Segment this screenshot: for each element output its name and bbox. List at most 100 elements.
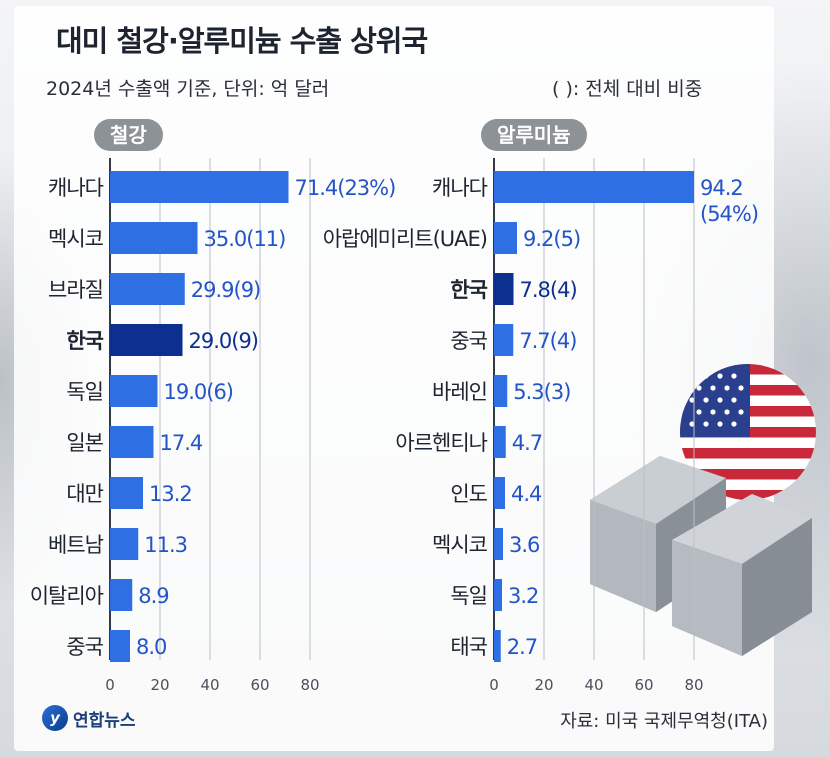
steel-value-label: 17.4 (160, 431, 203, 455)
aluminum-bar (494, 273, 514, 305)
steel-value-label-line: 29.0(9) (189, 329, 259, 353)
steel-tick-label: 20 (150, 676, 169, 694)
aluminum-bar (494, 528, 503, 560)
source-note: 자료: 미국 국제무역청(ITA) (560, 711, 768, 732)
chart-title: 대미 철강·알루미늄 수출 상위국 (56, 24, 428, 58)
aluminum-value-label-line: 7.7(4) (519, 329, 576, 353)
steel-bar (110, 171, 289, 203)
steel-value-label: 8.0 (136, 635, 166, 659)
steel-bar (110, 426, 154, 458)
aluminum-section-label: 알루미늄 (481, 119, 587, 151)
steel-bar (110, 375, 158, 407)
aluminum-value-label: 5.3(3) (513, 380, 570, 404)
steel-value-label-line: 19.0(6) (164, 380, 234, 404)
aluminum-value-label-line: 7.8(4) (520, 278, 577, 302)
steel-bar (110, 222, 198, 254)
aluminum-bar (494, 171, 694, 203)
aluminum-bar (494, 579, 502, 611)
steel-bar (110, 324, 183, 356)
steel-category-label: 이탈리아 (30, 584, 104, 608)
yonhap-logo-mark: y (42, 705, 68, 731)
aluminum-value-label-line: 2.7 (507, 635, 537, 659)
aluminum-bar (494, 222, 517, 254)
aluminum-bar (494, 324, 514, 356)
steel-category-label: 대만 (66, 482, 103, 506)
steel-value-label-line: 8.9 (138, 584, 168, 608)
steel-value-label-line: 35.0(11) (204, 227, 286, 251)
steel-value-label-line: 71.4(23%) (295, 176, 396, 200)
steel-tick-label: 60 (250, 676, 269, 694)
steel-value-label: 11.3 (144, 533, 187, 557)
aluminum-value-label-line: 9.2(5) (523, 227, 580, 251)
steel-value-label-line: 11.3 (144, 533, 187, 557)
aluminum-value-label: 4.7 (512, 431, 542, 455)
aluminum-value-label-line: 4.7 (512, 431, 542, 455)
aluminum-category-label: 인도 (450, 482, 487, 506)
aluminum-category-label: 태국 (450, 635, 487, 659)
steel-value-label: 19.0(6) (164, 380, 234, 404)
steel-category-label: 베트남 (48, 533, 104, 557)
aluminum-tick-label: 40 (584, 676, 603, 694)
aluminum-bar (494, 477, 505, 509)
steel-category-label: 일본 (66, 431, 103, 455)
aluminum-value-label: 7.8(4) (520, 278, 577, 302)
steel-value-label: 8.9 (138, 584, 168, 608)
steel-value-label: 13.2 (149, 482, 192, 506)
aluminum-bar (494, 426, 506, 458)
steel-category-label: 멕시코 (48, 227, 104, 251)
aluminum-category-label: 바레인 (432, 380, 487, 404)
steel-bar (110, 477, 143, 509)
steel-category-label: 한국 (66, 329, 103, 353)
aluminum-category-label: 아랍에미리트(UAE) (323, 227, 487, 251)
aluminum-value-label-line: 3.2 (508, 584, 538, 608)
steel-category-label: 중국 (66, 635, 103, 659)
aluminum-category-label: 캐나다 (432, 176, 488, 200)
aluminum-value-label: 94.2 (54%) (700, 176, 758, 226)
yonhap-logo-text: 연합뉴스 (73, 710, 136, 731)
steel-category-label: 독일 (66, 380, 103, 404)
steel-value-label: 29.9(9) (191, 278, 261, 302)
decoration (590, 364, 816, 656)
steel-category-label: 브라질 (48, 278, 103, 302)
aluminum-value-label-line: 4.4 (511, 482, 542, 506)
aluminum-value-label: 2.7 (507, 635, 537, 659)
steel-section-label: 철강 (94, 119, 163, 151)
steel-bar (110, 273, 185, 305)
steel-bar (110, 630, 130, 662)
steel-category-label: 캐나다 (48, 176, 104, 200)
steel-value-label-line: 8.0 (136, 635, 166, 659)
yonhap-logo: y 연합뉴스 (42, 705, 136, 731)
steel-tick-label: 40 (200, 676, 219, 694)
chart-subtitle: 2024년 수출액 기준, 단위: 억 달러 (46, 78, 330, 100)
aluminum-tick-label: 60 (634, 676, 653, 694)
aluminum-category-label: 멕시코 (432, 533, 488, 557)
steel-bar (110, 528, 139, 560)
aluminum-bar (494, 630, 501, 662)
aluminum-value-label: 7.7(4) (519, 329, 576, 353)
aluminum-value-label-line: 5.3(3) (513, 380, 570, 404)
aluminum-category-label: 중국 (450, 329, 487, 353)
steel-chart: 0 20 40 60 80 캐나다 71.4(23%) 멕시코 35.0(11) 브라질 29.9(… (30, 158, 396, 694)
aluminum-chart: 0 20 40 60 80 캐나다 94.2 (54%) 아랍에미리트(UAE) 9.2(5) 한국… (323, 158, 759, 694)
aluminum-category-label: 독일 (450, 584, 487, 608)
steel-value-label: 35.0(11) (204, 227, 286, 251)
us-flag-icon (680, 364, 816, 500)
aluminum-tick-label: 0 (489, 676, 499, 694)
aluminum-tick-label: 20 (534, 676, 553, 694)
aluminum-bar (494, 375, 508, 407)
steel-value-label-line: 13.2 (149, 482, 192, 506)
aluminum-value-label: 9.2(5) (523, 227, 580, 251)
aluminum-value-label: 3.2 (508, 584, 538, 608)
share-note: ( ): 전체 대비 비중 (552, 78, 703, 100)
steel-value-label: 29.0(9) (189, 329, 259, 353)
aluminum-value-label-line: 94.2 (700, 176, 743, 200)
steel-tick-label: 0 (105, 676, 115, 694)
container-icon (672, 494, 812, 656)
aluminum-category-label: 아르헨티나 (395, 431, 487, 455)
aluminum-value-label-line: 3.6 (509, 533, 540, 557)
aluminum-tick-label: 80 (684, 676, 703, 694)
steel-value-label-line: 17.4 (160, 431, 203, 455)
aluminum-value-label: 4.4 (511, 482, 542, 506)
aluminum-value-label-line: (54%) (700, 202, 758, 226)
